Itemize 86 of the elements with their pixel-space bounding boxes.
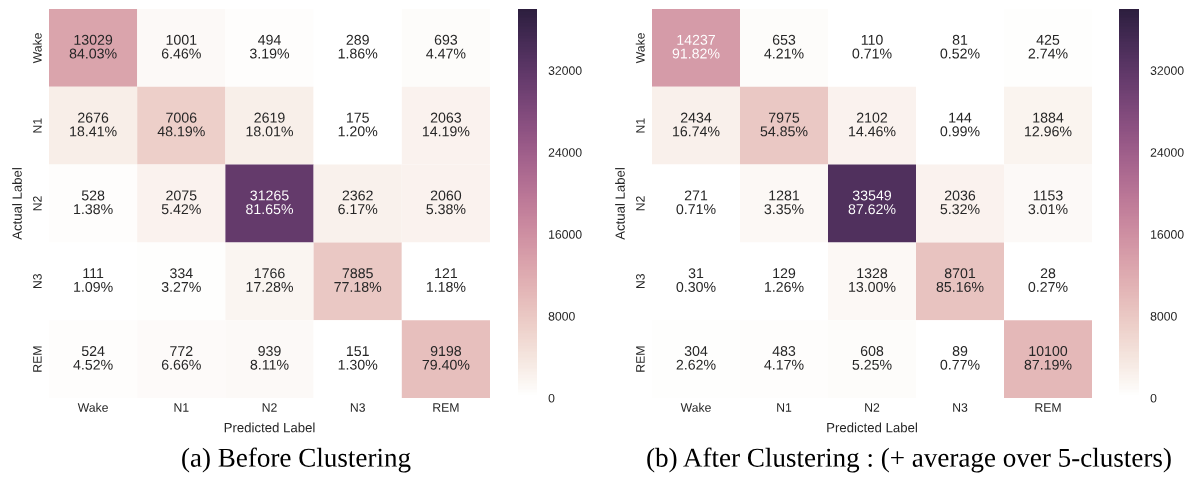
color-bar-label: 32000 [1150, 66, 1184, 75]
color-bar-label: 24000 [1150, 148, 1184, 157]
data-label: 151 1.30% [338, 346, 378, 370]
data-label: 1884 12.96% [1025, 112, 1072, 137]
data-label: 1281 3.35% [764, 190, 804, 215]
color-bar-label: 16000 [549, 230, 582, 239]
data-label: 2676 18.41% [70, 112, 117, 137]
y-tick-label: N2 [636, 196, 645, 211]
color-bar-label: 0 [548, 393, 555, 403]
color-bar-label: 16000 [1151, 230, 1184, 239]
data-label: 2102 14.46% [849, 112, 896, 137]
data-label: 7006 48.19% [157, 112, 205, 137]
data-label: 121 1.18% [426, 268, 466, 292]
data-label: 289 1.86% [338, 34, 378, 59]
data-label: 10100 87.19% [1024, 346, 1072, 370]
text: (a) Before Clustering [182, 447, 411, 473]
data-label: 129 1.26% [765, 268, 804, 292]
data-label: 111 1.09% [74, 268, 113, 292]
data-label: 1766 17.28% [246, 268, 294, 292]
data-label: 334 3.27% [161, 268, 201, 292]
y-tick-label: N1 [33, 118, 42, 133]
data-label: 89 0.77% [940, 346, 980, 370]
x-tick-label: Wake [77, 402, 108, 412]
data-label: 304 2.62% [676, 346, 716, 370]
x-tick-label: Wake [680, 402, 711, 412]
data-label: 31 0.30% [676, 268, 716, 292]
data-label: 2060 5.38% [426, 190, 466, 215]
data-label: 772 6.66% [161, 346, 201, 370]
text: (b) After Clustering : (+ average over 5-clusters) [647, 447, 1171, 473]
data-label: 653 4.21% [764, 34, 804, 59]
x-tick-label: REM [433, 403, 459, 412]
data-label: 1328 13.00% [849, 268, 896, 292]
data-label: 1153 3.01% [1028, 190, 1068, 215]
data-label: 608 5.25% [852, 346, 892, 370]
data-label: 31265 81.65% [246, 190, 294, 215]
data-label: 28 0.27% [1028, 268, 1068, 292]
y-tick-label: N3 [636, 274, 645, 289]
data-label: 81 0.52% [940, 34, 980, 59]
y-tick-label: Wake [635, 33, 645, 64]
data-label: 7975 54.85% [760, 112, 808, 137]
y-tick-label: REM [636, 346, 645, 372]
y-tick-label: N3 [33, 274, 42, 289]
data-label: 2075 5.42% [161, 190, 201, 215]
x-tick-label: N1 [174, 403, 189, 412]
data-label: 2036 5.32% [940, 190, 980, 215]
data-label: 483 4.17% [764, 346, 804, 370]
data-label: 425 2.74% [1028, 34, 1068, 59]
x-tick-label: N1 [777, 403, 792, 412]
data-label: 7885 77.18% [334, 268, 382, 292]
data-label: 2619 18.01% [246, 112, 294, 137]
data-label: 528 1.38% [74, 190, 113, 215]
y-axis-title: Actual Label [615, 168, 625, 240]
data-label: 939 8.11% [250, 346, 289, 370]
x-tick-label: N2 [262, 403, 277, 412]
data-label: 14237 91.82% [672, 34, 720, 59]
x-tick-label: N3 [953, 403, 968, 412]
color-bar-label: 24000 [548, 148, 582, 157]
data-label: 2434 16.74% [673, 112, 720, 137]
x-tick-label: N3 [350, 403, 365, 412]
data-label: 693 4.47% [426, 34, 466, 59]
y-tick-label: Wake [32, 33, 42, 64]
y-tick-label: REM [33, 346, 42, 372]
x-tick-label: N2 [865, 403, 880, 412]
data-label: 2362 6.17% [338, 190, 378, 215]
data-label: 144 0.99% [940, 112, 980, 137]
data-label: 8701 85.16% [936, 268, 984, 292]
x-axis-title: Predicted Label [827, 422, 917, 433]
x-axis-title: Predicted Label [224, 422, 315, 433]
y-tick-label: N2 [33, 196, 42, 211]
color-bar-label: 0 [1150, 393, 1157, 403]
data-label: 9198 79.40% [422, 346, 470, 370]
color-bar-label: 32000 [548, 66, 582, 75]
data-label: 110 0.71% [852, 34, 892, 59]
data-label: 524 4.52% [73, 346, 113, 370]
data-label: 1001 6.46% [161, 34, 201, 59]
color-bar-label: 8000 [548, 312, 575, 321]
data-label: 271 0.71% [676, 190, 716, 215]
color-bar-label: 8000 [1150, 312, 1177, 321]
data-label: 175 1.20% [338, 112, 378, 137]
data-label: 33549 87.62% [848, 190, 896, 215]
data-label: 494 3.19% [249, 34, 290, 59]
y-tick-label: N1 [636, 118, 645, 133]
y-axis-title: Actual Label [12, 168, 22, 240]
x-tick-label: REM [1035, 403, 1061, 412]
data-label: 2063 14.19% [422, 112, 470, 137]
data-label: 13029 84.03% [69, 34, 117, 59]
